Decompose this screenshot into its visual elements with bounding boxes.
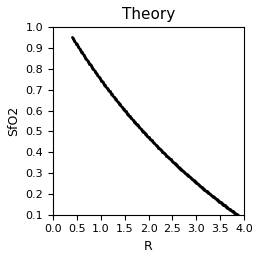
Title: Theory: Theory [122,7,175,22]
Y-axis label: SfO2: SfO2 [7,106,20,136]
X-axis label: R: R [144,240,153,253]
